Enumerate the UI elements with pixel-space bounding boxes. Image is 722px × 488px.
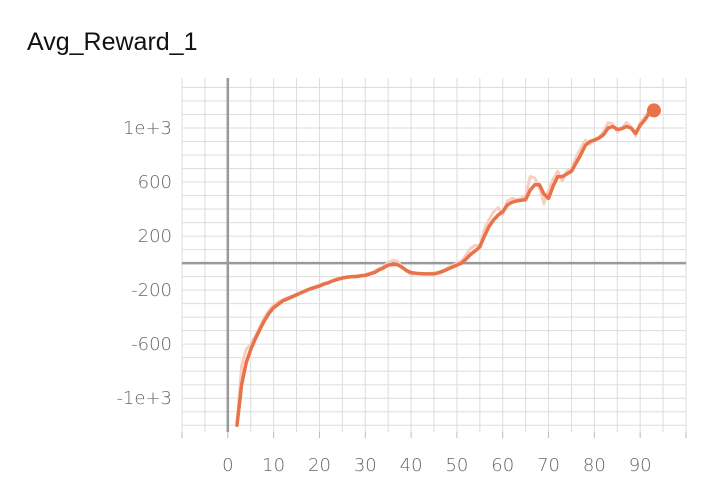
x-tick-label: 70: [537, 455, 560, 476]
y-tick-label: -600: [131, 334, 172, 355]
y-tick-label: 1e+3: [123, 118, 172, 139]
y-tick-label: -1e+3: [116, 388, 172, 409]
x-tick-label: 60: [491, 455, 514, 476]
x-tick-label: 30: [354, 455, 377, 476]
x-tick-label: 50: [445, 455, 468, 476]
y-tick-label: -200: [131, 280, 172, 301]
axes: [182, 78, 686, 432]
y-tick-label: 200: [138, 226, 172, 247]
x-tick-label: 0: [222, 455, 233, 476]
chart-title: Avg_Reward_1: [27, 28, 198, 56]
x-tick-label: 10: [262, 455, 285, 476]
y-tick-label: 600: [138, 172, 172, 193]
x-tick-labels: 0 10 20 30 40 50 60 70 80 90: [222, 455, 652, 476]
smoothed-series-line: [235, 108, 656, 427]
x-tick-label: 20: [308, 455, 331, 476]
raw-series-line: [235, 107, 655, 426]
series-lines: [235, 103, 661, 427]
x-tick-label: 40: [400, 455, 423, 476]
x-tick-label: 80: [583, 455, 606, 476]
x-tick-label: 90: [629, 455, 652, 476]
y-tick-labels: 1e+3 600 200 -200 -600 -1e+3: [116, 118, 172, 409]
grid-lines: [181, 78, 687, 438]
last-point-marker: [646, 103, 661, 118]
